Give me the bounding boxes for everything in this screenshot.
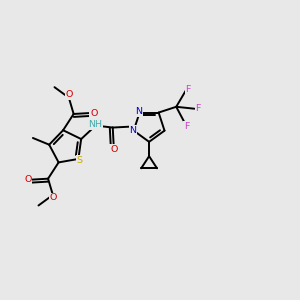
Text: O: O bbox=[65, 90, 73, 99]
Text: F: F bbox=[184, 122, 189, 130]
Text: N: N bbox=[136, 107, 142, 116]
Text: O: O bbox=[90, 109, 98, 118]
Text: F: F bbox=[195, 104, 201, 113]
Text: N: N bbox=[129, 126, 136, 135]
Text: S: S bbox=[76, 156, 82, 165]
Text: O: O bbox=[110, 145, 117, 154]
Text: O: O bbox=[24, 175, 32, 184]
Text: O: O bbox=[49, 194, 56, 202]
Text: NH: NH bbox=[88, 120, 102, 129]
Text: F: F bbox=[185, 85, 191, 94]
